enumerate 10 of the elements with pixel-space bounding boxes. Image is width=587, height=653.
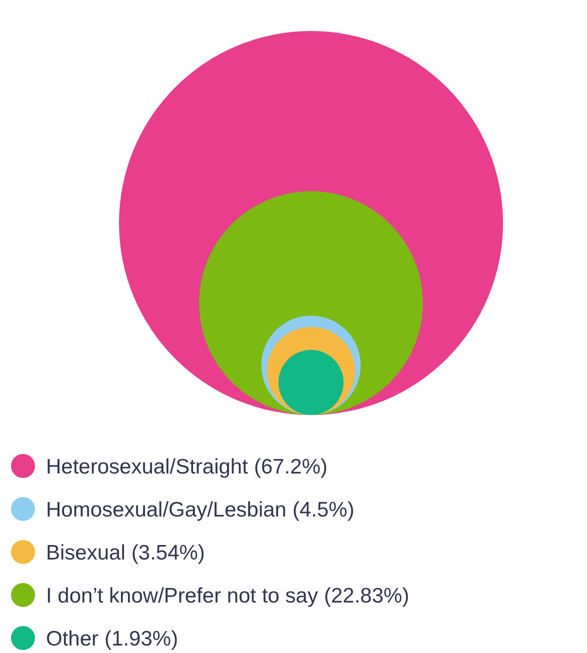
data-label: (67.2%) <box>254 456 328 479</box>
category-label: Other <box>46 628 99 651</box>
data-label: (1.93%) <box>104 628 178 651</box>
category-label: Bisexual <box>46 542 126 565</box>
category-label: I don’t know/Prefer not to say <box>46 584 318 608</box>
category-label: Heterosexual/Straight <box>46 456 248 479</box>
data-label: (4.5%) <box>292 498 354 522</box>
category-label: Homosexual/Gay/Lesbian <box>46 498 286 522</box>
data-label: (22.83%) <box>324 584 410 608</box>
data-label: (3.54%) <box>131 542 205 565</box>
